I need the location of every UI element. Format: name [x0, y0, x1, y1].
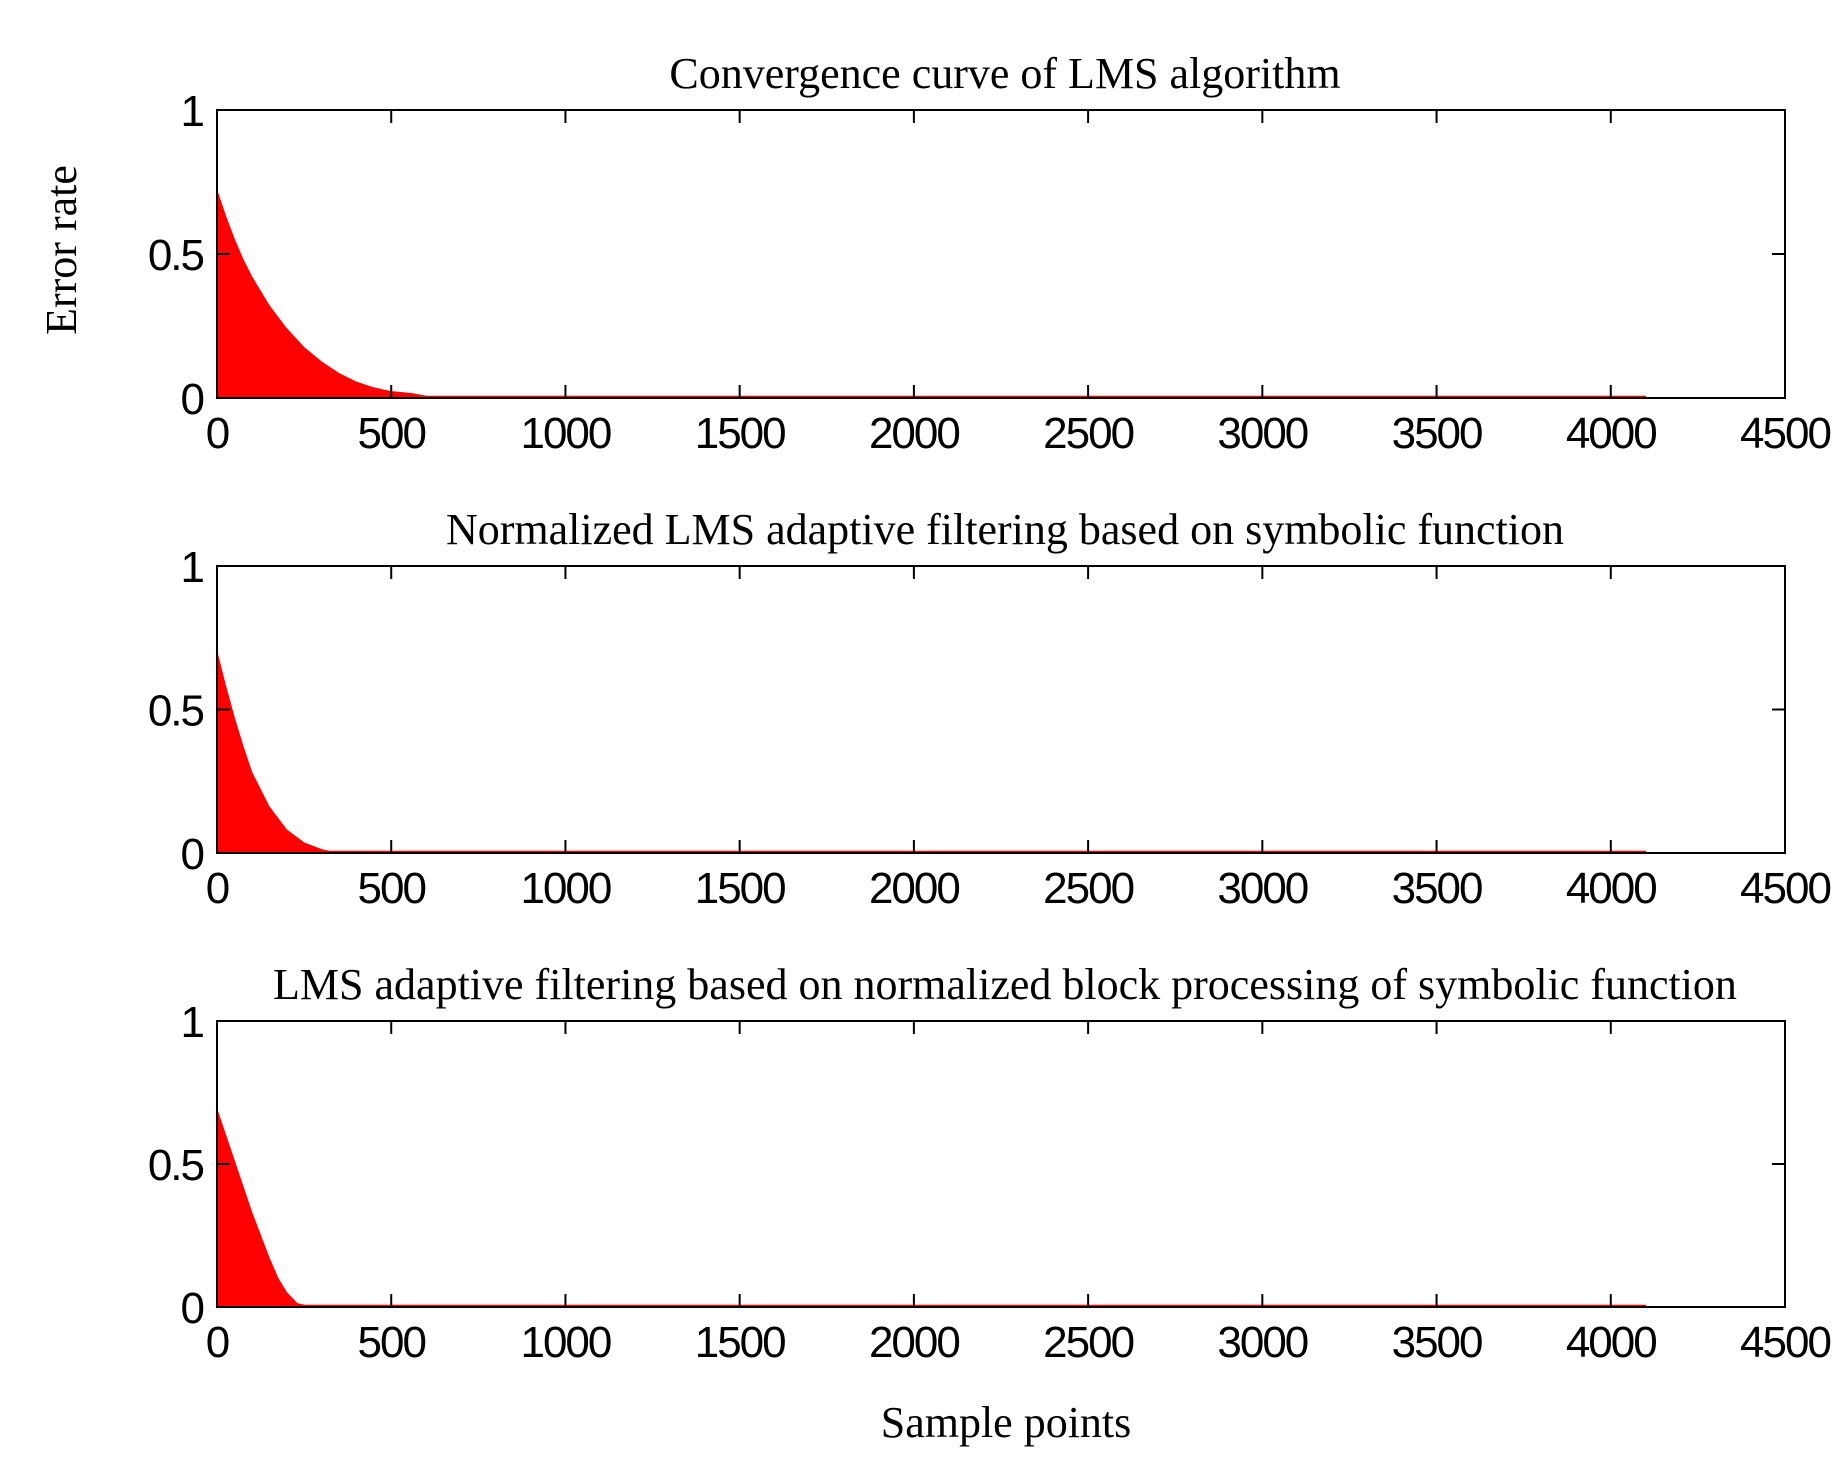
x-tick-label: 1000: [520, 864, 610, 913]
x-tick-label: 3500: [1392, 1318, 1482, 1367]
y-axis-label: Error rate: [37, 165, 86, 335]
x-tick-label: 0: [206, 409, 229, 458]
x-tick-label: 4500: [1740, 1318, 1830, 1367]
x-tick-label: 0: [206, 1318, 229, 1367]
x-tick-label: 0: [206, 864, 229, 913]
x-tick-label: 1000: [520, 409, 610, 458]
y-tick-label: 1: [181, 998, 204, 1047]
error-area-series: [216, 190, 1647, 399]
y-tick-label: 1: [181, 87, 204, 136]
x-tick-label: 4000: [1566, 409, 1656, 458]
y-tick-label: 0: [181, 830, 204, 879]
x-tick-label: 4000: [1566, 864, 1656, 913]
x-tick-label: 4000: [1566, 1318, 1656, 1367]
panel-title: LMS adaptive filtering based on normaliz…: [273, 960, 1737, 1009]
y-tick-label: 1: [181, 543, 204, 592]
x-tick-label: 2500: [1043, 1318, 1133, 1367]
x-tick-label: 500: [358, 409, 426, 458]
x-axis-label: Sample points: [881, 1398, 1132, 1447]
x-tick-label: 3000: [1217, 409, 1307, 458]
x-tick-label: 3000: [1217, 864, 1307, 913]
x-tick-label: 1500: [695, 864, 785, 913]
y-tick-label: 0.5: [148, 687, 204, 736]
y-tick-label: 0: [181, 1284, 204, 1333]
panel-3: LMS adaptive filtering based on normaliz…: [148, 960, 1833, 1367]
panel-title: Convergence curve of LMS algorithm: [669, 49, 1340, 98]
error-area-series: [216, 1109, 1647, 1308]
x-tick-label: 2500: [1043, 864, 1133, 913]
x-tick-label: 2500: [1043, 409, 1133, 458]
x-tick-label: 4500: [1740, 864, 1830, 913]
x-tick-label: 500: [358, 864, 426, 913]
panel-title: Normalized LMS adaptive filtering based …: [446, 505, 1564, 554]
error-area-series: [216, 651, 1647, 854]
x-tick-label: 1500: [695, 409, 785, 458]
x-tick-label: 2000: [869, 864, 959, 913]
x-tick-label: 3500: [1392, 864, 1482, 913]
x-tick-label: 3000: [1217, 1318, 1307, 1367]
x-tick-label: 2000: [869, 409, 959, 458]
x-tick-label: 2000: [869, 1318, 959, 1367]
y-tick-label: 0: [181, 375, 204, 424]
x-tick-label: 1000: [520, 1318, 610, 1367]
y-tick-label: 0.5: [148, 1141, 204, 1190]
x-tick-label: 3500: [1392, 409, 1482, 458]
x-tick-label: 4500: [1740, 409, 1830, 458]
panel-2: Normalized LMS adaptive filtering based …: [148, 505, 1833, 913]
x-tick-label: 1500: [695, 1318, 785, 1367]
x-tick-label: 500: [358, 1318, 426, 1367]
y-tick-label: 0.5: [148, 231, 204, 280]
